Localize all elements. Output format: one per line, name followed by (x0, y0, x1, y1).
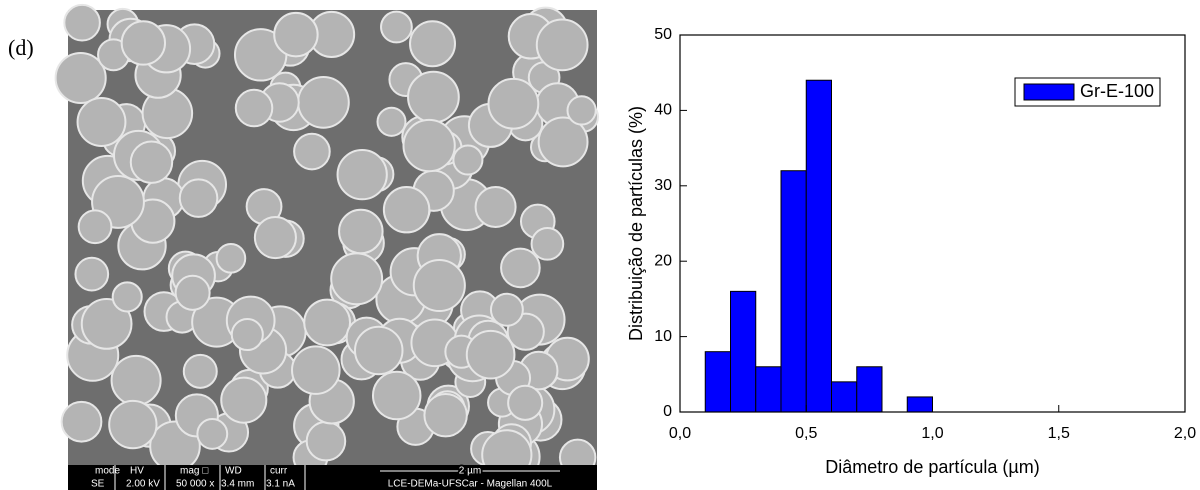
y-tick-label: 40 (654, 102, 672, 119)
sem-particle (273, 11, 319, 58)
x-tick-label: 0,0 (669, 425, 691, 442)
bar (704, 351, 731, 413)
sem-particle (330, 252, 384, 306)
panel-label: (d) (8, 35, 34, 60)
sem-particle (535, 18, 589, 72)
sem-particle (500, 247, 541, 289)
y-tick-label: 10 (654, 328, 672, 345)
sem-particle (412, 258, 466, 313)
sem-particle (108, 399, 158, 450)
sem-particle (487, 77, 540, 130)
sem-particle (402, 118, 456, 173)
bar (730, 290, 757, 413)
sem-particle (174, 274, 211, 311)
sem-particle (110, 354, 162, 406)
sem-particle (215, 243, 247, 274)
sem-particle (220, 376, 268, 424)
y-tick-label: 20 (654, 252, 672, 269)
legend-swatch (1023, 83, 1075, 101)
sem-header: curr (270, 466, 288, 477)
sem-particle (182, 353, 218, 389)
sem-particle (338, 208, 384, 255)
sem-particle (537, 116, 589, 168)
sem-value: 3.4 mm (221, 479, 254, 490)
sem-value: SE (91, 479, 105, 490)
sem-header: HV (130, 466, 144, 477)
sem-particle (380, 10, 413, 44)
sem-particle (382, 185, 431, 234)
sem-particle (54, 51, 107, 105)
sem-particle (76, 97, 127, 147)
sem-particle (63, 3, 101, 42)
sem-particle (566, 95, 597, 126)
sem-particle (354, 325, 404, 376)
sem-particle (297, 75, 350, 129)
sem-instrument: LCE-DEMa-UFSCar - Magellan 400L (388, 479, 553, 490)
bar (906, 396, 933, 413)
bar (805, 79, 832, 413)
sem-particle (120, 20, 167, 66)
sem-particle (60, 400, 103, 443)
sem-particle (465, 329, 516, 380)
sem-particle (489, 292, 524, 327)
sem-particle (129, 140, 174, 184)
sem-value: 50 000 x (176, 479, 214, 490)
sem-particle (234, 88, 274, 128)
sem-particle (230, 317, 264, 352)
sem-value: 3.1 nA (266, 479, 295, 490)
y-tick-label: 30 (654, 177, 672, 194)
y-tick-label: 50 (654, 26, 672, 43)
sem-particle (409, 20, 457, 68)
sem-scale-label: 2 µm (459, 466, 481, 477)
y-tick-label: 0 (663, 403, 672, 420)
x-tick-label: 2,0 (1174, 425, 1196, 442)
bar (780, 170, 807, 413)
legend-label: Gr-E-100 (1080, 81, 1154, 101)
sem-particle (74, 256, 110, 292)
sem-particle (178, 178, 219, 218)
x-axis-label: Diâmetro de partícula (µm) (825, 457, 1039, 477)
sem-info-bar (68, 465, 597, 490)
y-axis-label: Distribuição de partículas (%) (626, 106, 646, 341)
x-tick-label: 1,5 (1048, 425, 1070, 442)
sem-particle (305, 420, 347, 462)
sem-particle (303, 298, 352, 347)
bar (755, 366, 782, 413)
sem-particle (371, 370, 422, 421)
sem-header: mag □ (180, 466, 208, 477)
bar (831, 381, 858, 413)
sem-particle (507, 384, 544, 421)
sem-particle (80, 298, 133, 350)
sem-value: 2.00 kV (126, 479, 160, 490)
sem-particle (111, 281, 143, 313)
sem-particle (474, 185, 517, 228)
sem-particle (376, 106, 407, 137)
sem-header: WD (225, 466, 242, 477)
sem-header: mode (95, 466, 120, 477)
sem-particle (407, 70, 460, 124)
x-tick-label: 0,5 (795, 425, 817, 442)
sem-particle (293, 132, 331, 171)
sem-particle (452, 144, 484, 176)
sem-particle (77, 209, 113, 245)
sem-particle (530, 227, 565, 261)
bar (856, 366, 883, 413)
sem-image: mode SE HV 2.00 kV mag □ 50 000 x WD 3.4 mm curr… (54, 3, 600, 490)
x-tick-label: 1,0 (921, 425, 943, 442)
histogram-chart: 0 10 20 30 40 50 0,0 0,5 1,0 1,5 2,0 Diâmetro de pa… (626, 26, 1196, 477)
sem-particle (196, 417, 229, 450)
sem-particle (336, 148, 388, 201)
sem-particle (423, 392, 468, 438)
sem-particle (291, 345, 341, 395)
sem-particle (253, 216, 297, 260)
